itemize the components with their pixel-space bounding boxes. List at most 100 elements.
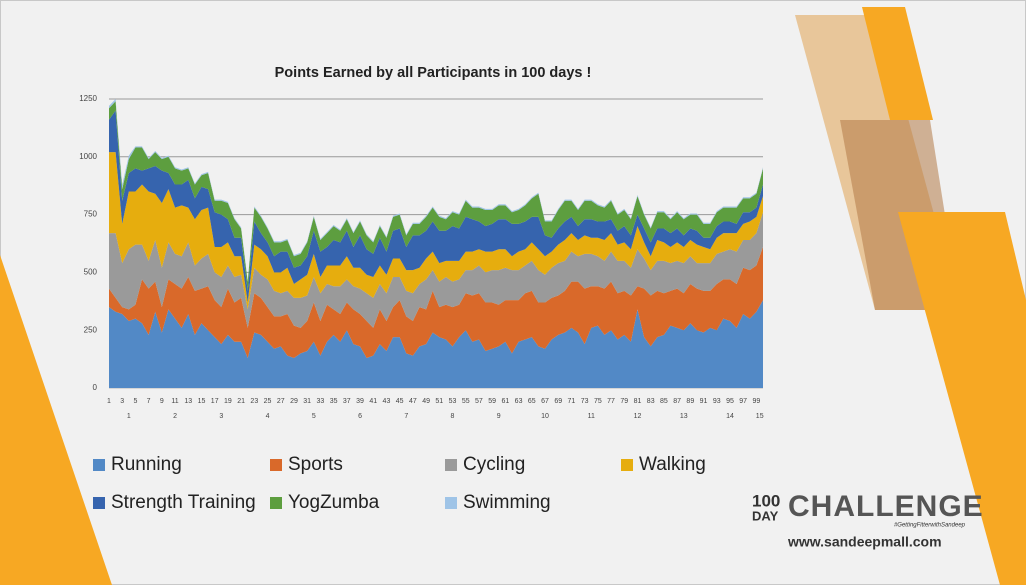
y-tick-label: 500 xyxy=(84,268,98,277)
y-tick-label: 1250 xyxy=(79,94,97,103)
x-tick-label: 49 xyxy=(422,398,430,405)
x-tick-label: 1 xyxy=(107,398,111,405)
x-tick-label: 65 xyxy=(528,398,536,405)
legend-label: Walking xyxy=(639,454,706,475)
x-group-label: 15 xyxy=(756,413,764,420)
x-tick-label: 79 xyxy=(620,398,628,405)
x-tick-label: 97 xyxy=(739,398,747,405)
x-tick-label: 39 xyxy=(356,398,364,405)
x-group-label: 12 xyxy=(634,413,642,420)
area xyxy=(109,101,763,291)
x-tick-label: 33 xyxy=(316,398,324,405)
logo-bottom: DAY xyxy=(752,508,779,523)
y-tick-label: 750 xyxy=(84,210,98,219)
x-tick-label: 7 xyxy=(147,398,151,405)
x-group-label: 7 xyxy=(404,413,408,420)
legend-swatch xyxy=(445,459,457,471)
area xyxy=(109,212,763,328)
legend-label: Swimming xyxy=(463,492,551,513)
x-tick-label: 51 xyxy=(435,398,443,405)
x-tick-label: 9 xyxy=(160,398,164,405)
y-tick-label: 0 xyxy=(93,383,98,392)
legend-swatch xyxy=(445,497,457,509)
x-tick-label: 31 xyxy=(303,398,311,405)
legend-swatch xyxy=(270,459,282,471)
x-tick-label: 53 xyxy=(449,398,457,405)
x-tick-label: 5 xyxy=(133,398,137,405)
logo-top: 100 xyxy=(752,491,780,510)
x-tick-label: 83 xyxy=(647,398,655,405)
legend-label: Cycling xyxy=(463,454,525,475)
y-tick-label: 250 xyxy=(84,325,98,334)
legend-swatch xyxy=(93,497,105,509)
x-tick-label: 75 xyxy=(594,398,602,405)
y-tick-label: 1000 xyxy=(79,152,97,161)
x-tick-label: 59 xyxy=(488,398,496,405)
x-tick-label: 71 xyxy=(568,398,576,405)
x-tick-label: 93 xyxy=(713,398,721,405)
x-tick-label: 15 xyxy=(198,398,206,405)
x-tick-label: 11 xyxy=(171,398,178,405)
x-tick-label: 99 xyxy=(752,398,760,405)
x-tick-label: 3 xyxy=(120,398,124,405)
x-tick-label: 69 xyxy=(554,398,562,405)
legend-label: Sports xyxy=(288,454,343,475)
legend-swatch xyxy=(93,459,105,471)
x-group-label: 11 xyxy=(588,413,595,420)
legend-label: Running xyxy=(111,454,182,475)
x-tick-label: 37 xyxy=(343,398,351,405)
x-tick-label: 13 xyxy=(184,398,192,405)
x-tick-label: 23 xyxy=(250,398,258,405)
legend-swatch xyxy=(270,497,282,509)
x-tick-label: 47 xyxy=(409,398,417,405)
x-tick-label: 61 xyxy=(501,398,509,405)
x-group-label: 13 xyxy=(680,413,688,420)
x-tick-label: 45 xyxy=(396,398,404,405)
chart-title: Points Earned by all Participants in 100… xyxy=(275,65,592,81)
x-group-label: 2 xyxy=(173,413,177,420)
logo-word: CHALLENGE xyxy=(788,490,984,523)
x-tick-label: 81 xyxy=(634,398,642,405)
x-tick-label: 95 xyxy=(726,398,734,405)
x-group-label: 14 xyxy=(726,413,734,420)
x-tick-label: 73 xyxy=(581,398,589,405)
x-group-label: 10 xyxy=(541,413,549,420)
x-group-label: 1 xyxy=(127,413,131,420)
x-tick-label: 63 xyxy=(515,398,523,405)
logo-hashtag: #GettingFitterwithSandeep xyxy=(894,523,966,529)
decor-left xyxy=(0,255,112,585)
x-group-label: 8 xyxy=(451,413,455,420)
x-group-label: 6 xyxy=(358,413,362,420)
x-group-label: 9 xyxy=(497,413,501,420)
area xyxy=(109,110,763,303)
x-tick-label: 43 xyxy=(383,398,391,405)
legend-label: YogZumba xyxy=(288,492,380,513)
x-tick-label: 17 xyxy=(211,398,219,405)
website: www.sandeepmall.com xyxy=(787,534,942,550)
x-tick-label: 29 xyxy=(290,398,298,405)
x-tick-label: 21 xyxy=(237,398,245,405)
legend-swatch xyxy=(621,459,633,471)
x-group-label: 3 xyxy=(219,413,223,420)
x-tick-label: 87 xyxy=(673,398,681,405)
x-tick-label: 25 xyxy=(264,398,272,405)
x-tick-label: 91 xyxy=(700,398,708,405)
x-tick-label: 67 xyxy=(541,398,549,405)
x-tick-label: 89 xyxy=(686,398,694,405)
area xyxy=(109,300,763,388)
x-tick-label: 35 xyxy=(330,398,338,405)
x-tick-label: 85 xyxy=(660,398,668,405)
area xyxy=(109,246,763,358)
x-group-label: 5 xyxy=(312,413,316,420)
decor-right-top xyxy=(862,7,933,120)
x-tick-label: 55 xyxy=(462,398,470,405)
x-tick-label: 41 xyxy=(369,398,377,405)
x-group-label: 4 xyxy=(266,413,270,420)
x-tick-label: 27 xyxy=(277,398,285,405)
area xyxy=(109,152,763,310)
x-tick-label: 19 xyxy=(224,398,232,405)
decor-right xyxy=(898,212,1026,585)
legend-label: Strength Training xyxy=(111,492,256,513)
x-tick-label: 77 xyxy=(607,398,615,405)
